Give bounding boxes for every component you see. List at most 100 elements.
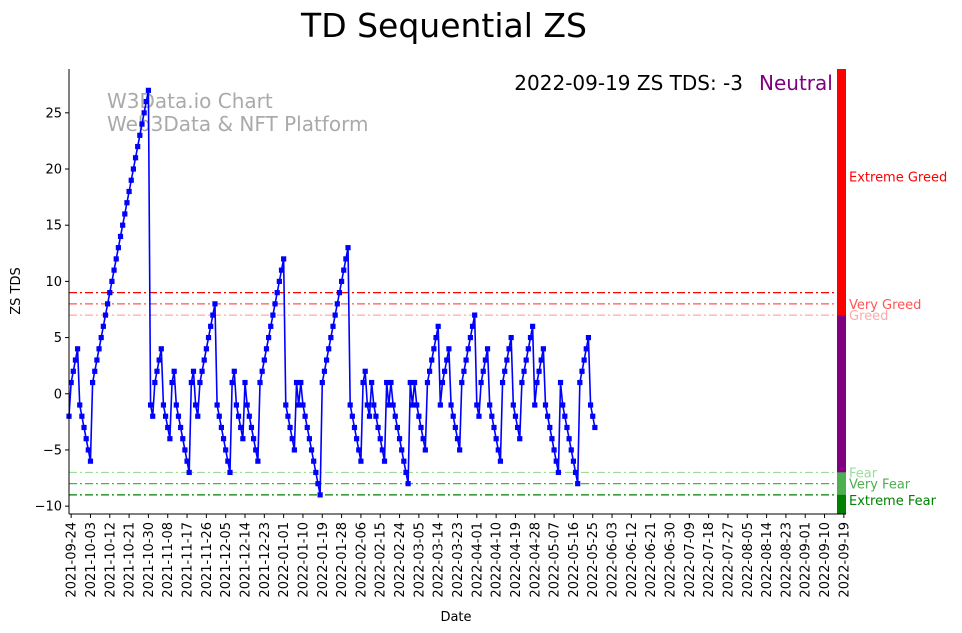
data-point bbox=[452, 424, 458, 431]
data-point bbox=[287, 424, 293, 431]
data-point bbox=[572, 469, 579, 476]
data-point bbox=[472, 312, 478, 318]
y-tick-label: 15 bbox=[45, 219, 62, 234]
data-point bbox=[426, 368, 433, 374]
x-tick-label: 2022-08-05 bbox=[741, 522, 756, 598]
x-tick-label: 2022-05-16 bbox=[567, 522, 582, 598]
data-point bbox=[272, 301, 278, 307]
data-point bbox=[517, 436, 523, 442]
x-tick-label: 2021-12-23 bbox=[258, 522, 273, 598]
data-point bbox=[525, 346, 531, 352]
data-point bbox=[173, 402, 179, 408]
data-point bbox=[407, 379, 413, 386]
data-point bbox=[270, 312, 276, 318]
x-tick-label: 2022-03-14 bbox=[432, 522, 447, 598]
data-point bbox=[362, 368, 368, 374]
data-point bbox=[375, 424, 381, 431]
x-tick-label: 2022-04-01 bbox=[470, 522, 485, 598]
data-point bbox=[285, 413, 291, 419]
data-point bbox=[414, 402, 420, 408]
data-point bbox=[169, 379, 175, 386]
data-point bbox=[248, 424, 255, 431]
data-point bbox=[347, 402, 353, 408]
data-point bbox=[201, 357, 207, 363]
data-point bbox=[141, 110, 147, 116]
data-point bbox=[478, 379, 484, 386]
data-point bbox=[253, 447, 259, 453]
status-text: 2022-09-19 ZS TDS: -3 bbox=[514, 71, 743, 95]
data-point bbox=[386, 402, 392, 408]
data-point bbox=[332, 312, 338, 318]
data-point bbox=[205, 334, 212, 341]
data-point bbox=[364, 402, 370, 408]
data-point bbox=[399, 447, 405, 453]
x-tick-label: 2022-04-19 bbox=[509, 522, 524, 598]
data-point bbox=[454, 436, 461, 442]
data-point bbox=[317, 492, 323, 498]
data-point bbox=[197, 379, 203, 386]
data-point bbox=[90, 379, 96, 386]
data-point bbox=[579, 368, 585, 374]
data-point bbox=[130, 166, 136, 172]
data-point bbox=[190, 368, 197, 374]
data-point bbox=[381, 458, 388, 464]
data-point bbox=[446, 346, 452, 352]
data-point bbox=[577, 379, 583, 386]
side-bar-segment-2 bbox=[837, 472, 846, 495]
threshold-label-fear: Fear bbox=[849, 466, 878, 481]
data-point bbox=[439, 379, 446, 386]
threshold-label-greed: Greed bbox=[849, 309, 888, 324]
x-tick-label: 2022-04-10 bbox=[490, 522, 505, 598]
data-point bbox=[433, 334, 439, 341]
data-point bbox=[255, 458, 261, 464]
data-point bbox=[476, 413, 482, 419]
y-tick-label: 20 bbox=[45, 163, 62, 178]
data-point bbox=[566, 436, 572, 442]
data-point bbox=[409, 402, 416, 408]
data-point bbox=[193, 402, 199, 408]
data-point bbox=[195, 413, 201, 419]
data-point bbox=[233, 402, 240, 408]
data-point bbox=[167, 436, 173, 442]
data-point bbox=[117, 233, 124, 240]
data-point bbox=[360, 379, 366, 386]
data-point bbox=[158, 346, 164, 352]
data-point bbox=[111, 267, 117, 273]
x-tick-label: 2022-07-18 bbox=[702, 522, 717, 598]
data-point bbox=[450, 413, 456, 419]
data-point bbox=[214, 402, 220, 408]
x-tick-label: 2021-09-24 bbox=[65, 522, 80, 598]
data-point bbox=[564, 424, 570, 431]
data-point bbox=[530, 323, 536, 329]
data-point bbox=[444, 357, 450, 363]
y-tick-label: 25 bbox=[45, 106, 62, 121]
x-tick-label: 2022-09-01 bbox=[799, 522, 814, 598]
data-point bbox=[388, 379, 394, 386]
data-point bbox=[590, 413, 596, 419]
data-point bbox=[154, 368, 160, 374]
data-point bbox=[508, 334, 514, 341]
data-point bbox=[263, 346, 270, 352]
data-point bbox=[266, 334, 272, 341]
data-point bbox=[261, 357, 267, 363]
data-point bbox=[403, 469, 409, 476]
data-point bbox=[338, 278, 345, 284]
data-point bbox=[502, 368, 508, 374]
sentiment-side-bar bbox=[837, 69, 846, 514]
data-point bbox=[328, 334, 334, 341]
x-tick-label: 2022-01-19 bbox=[316, 522, 331, 598]
data-point bbox=[560, 402, 566, 408]
x-tick-label: 2022-05-07 bbox=[548, 522, 563, 598]
threshold-label-very-fear: Very Fear bbox=[849, 478, 911, 493]
data-point bbox=[160, 402, 167, 408]
data-point bbox=[568, 447, 574, 453]
data-point bbox=[225, 458, 231, 464]
data-point bbox=[484, 346, 491, 352]
x-tick-label: 2022-08-23 bbox=[779, 522, 794, 598]
data-point bbox=[542, 402, 549, 408]
x-tick-label: 2021-10-21 bbox=[123, 522, 138, 598]
data-point bbox=[98, 334, 104, 341]
data-point bbox=[313, 469, 319, 476]
data-point bbox=[493, 436, 499, 442]
